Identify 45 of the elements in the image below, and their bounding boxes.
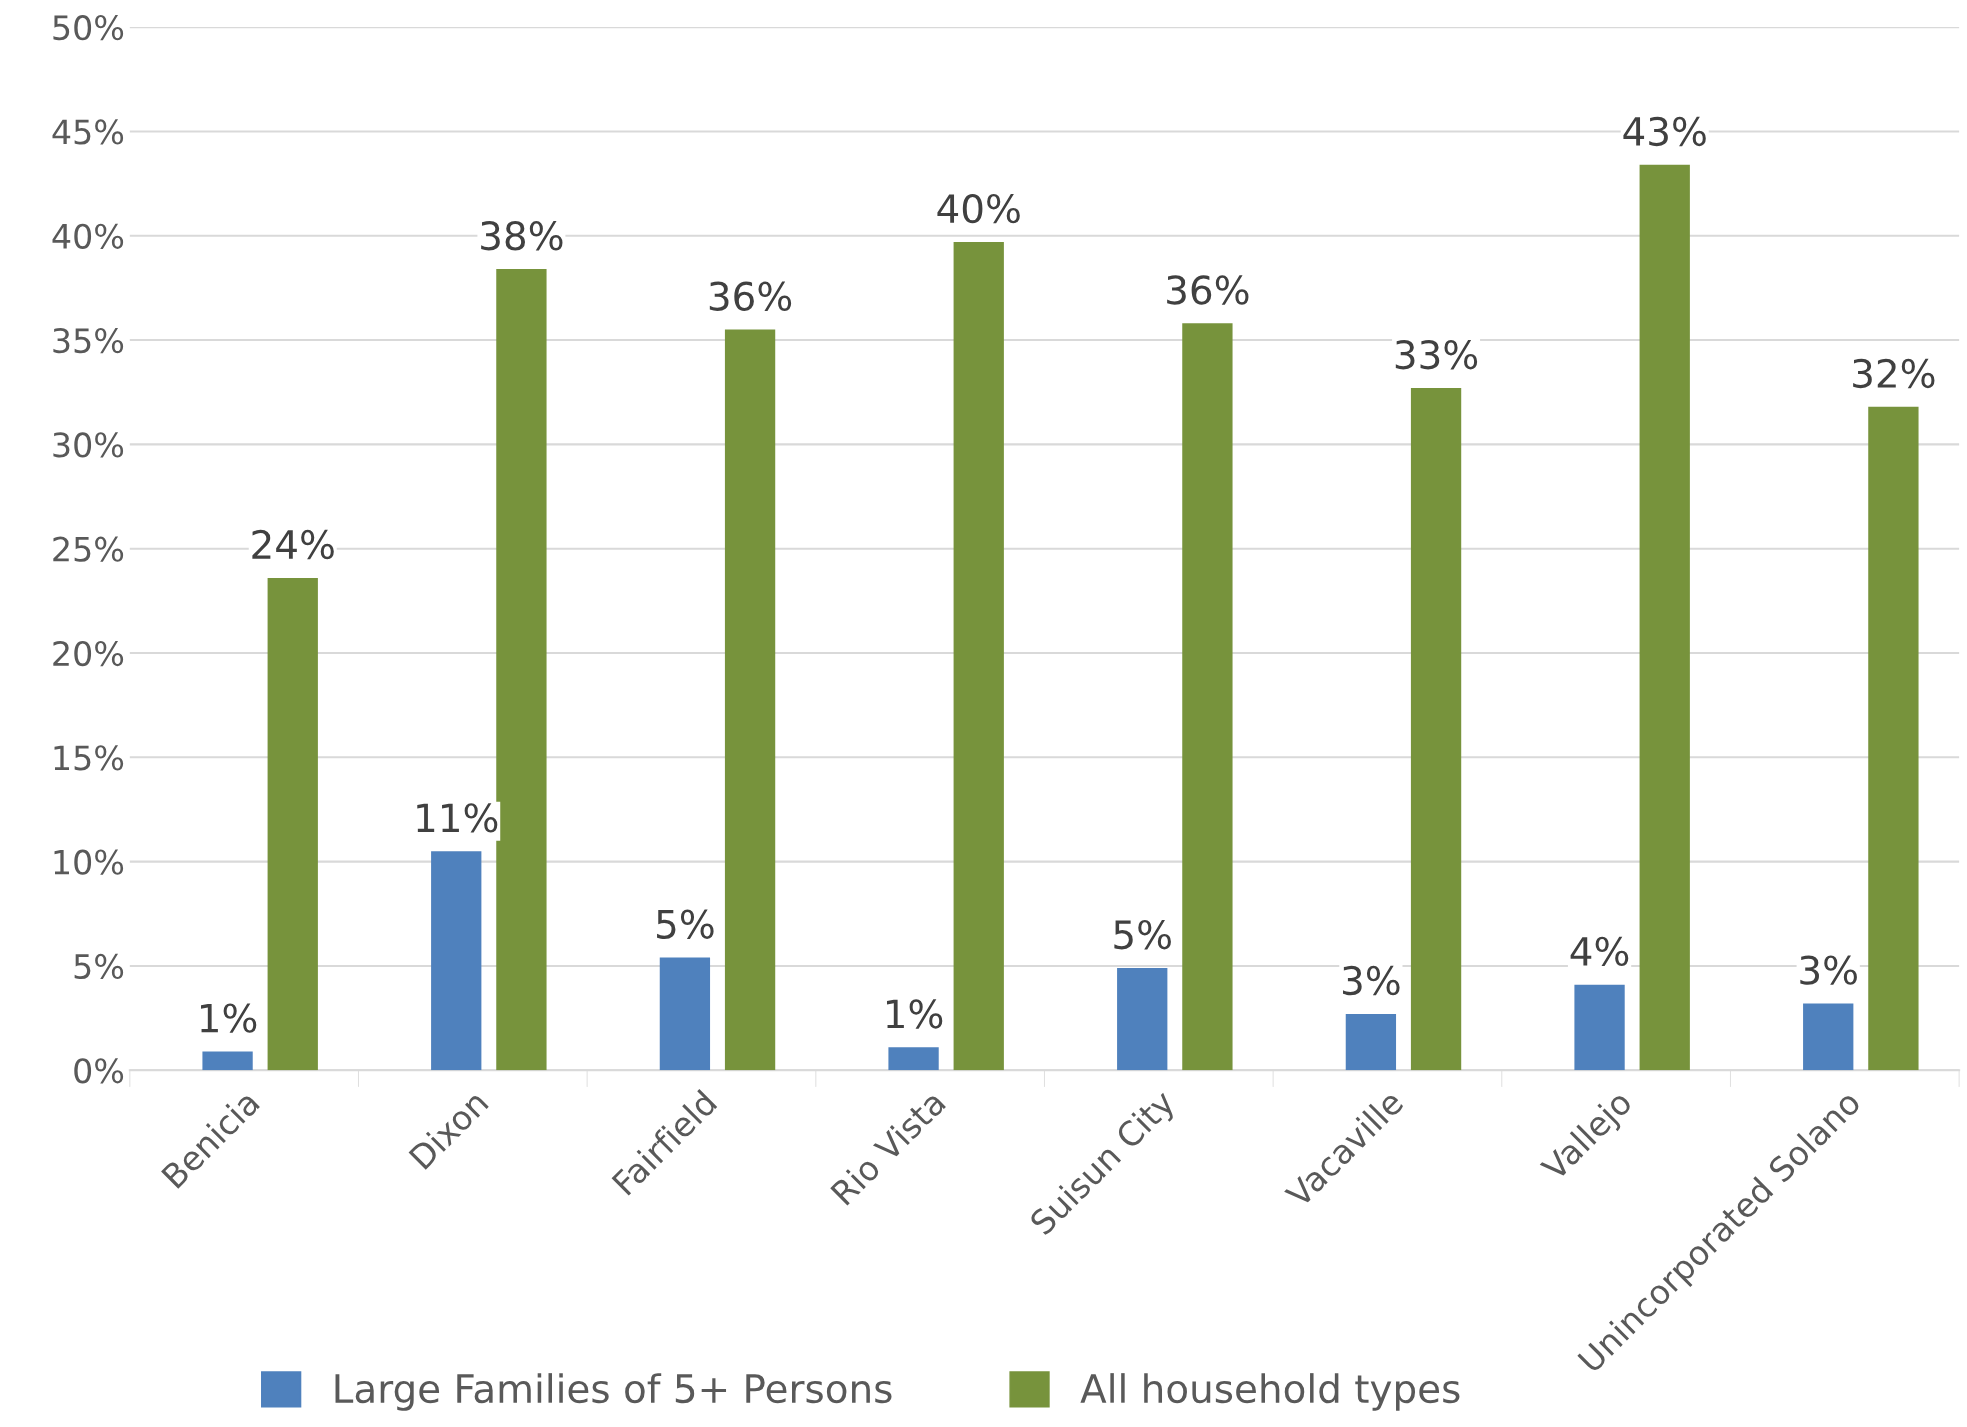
- bar: [202, 1051, 253, 1071]
- y-tick-label: 30%: [53, 432, 124, 458]
- data-label: 11%: [417, 803, 498, 833]
- data-label: 36%: [709, 281, 792, 311]
- bar: [1803, 1003, 1854, 1071]
- bar: [267, 577, 318, 1071]
- bar: [659, 957, 711, 1071]
- bar: [1639, 164, 1690, 1071]
- data-label: 5%: [657, 909, 714, 939]
- bar: [496, 269, 547, 1071]
- data-label: 4%: [1570, 936, 1629, 967]
- bar: [1868, 406, 1919, 1071]
- y-tick-label: 45%: [52, 119, 124, 145]
- bar: [1410, 388, 1462, 1071]
- data-label: 1%: [886, 999, 943, 1029]
- data-label: 3%: [1343, 965, 1400, 996]
- bar: [431, 851, 482, 1071]
- bar: [1574, 984, 1625, 1071]
- y-tick-label: 35%: [53, 327, 124, 354]
- data-label: 5%: [1114, 919, 1171, 950]
- bar: [1182, 323, 1233, 1071]
- y-tick-label: 40%: [52, 223, 124, 249]
- y-tick-label: 5%: [74, 953, 124, 980]
- data-label: 3%: [1800, 955, 1857, 985]
- data-label: 24%: [252, 529, 334, 560]
- data-label: 32%: [1853, 358, 1935, 389]
- y-tick-label: 20%: [53, 640, 124, 667]
- data-label: 38%: [481, 221, 563, 251]
- y-tick-label: 15%: [54, 745, 124, 771]
- data-label: 43%: [1623, 116, 1706, 147]
- bar: [724, 329, 776, 1071]
- y-tick-label: 50%: [53, 15, 124, 41]
- y-tick-label: 0%: [74, 1058, 124, 1084]
- legend-label: Large Families of 5+ Persons: [335, 1373, 892, 1411]
- data-label: 40%: [937, 193, 1020, 224]
- bar: [1345, 1013, 1397, 1071]
- data-label: 36%: [1167, 275, 1249, 305]
- bar: [1117, 968, 1168, 1071]
- data-label: 1%: [201, 1003, 257, 1033]
- y-tick-label: 10%: [54, 849, 124, 875]
- bar: [953, 242, 1004, 1071]
- bar: [888, 1047, 939, 1071]
- legend-label: All household types: [1080, 1373, 1460, 1411]
- data-label: 33%: [1395, 339, 1478, 370]
- y-tick-label: 25%: [53, 536, 124, 562]
